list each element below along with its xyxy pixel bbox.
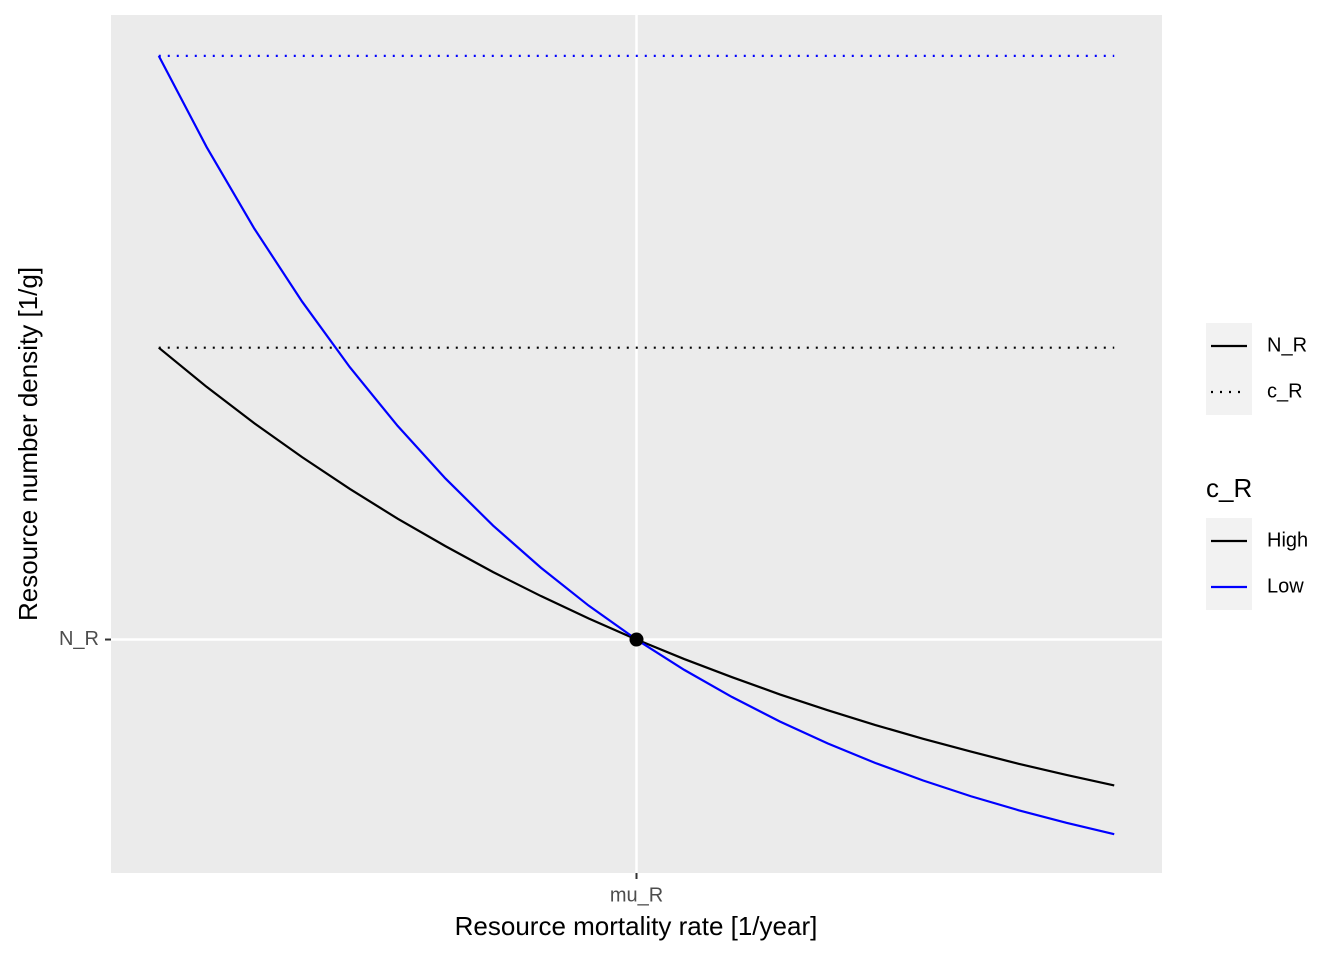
x-axis-title: Resource mortality rate [1/year] (455, 911, 818, 941)
legend-label: c_R (1267, 380, 1303, 402)
legend-label: N_R (1267, 334, 1307, 356)
x-tick-label: mu_R (610, 884, 663, 906)
y-axis-title: Resource number density [1/g] (13, 267, 43, 621)
legend-label: High (1267, 529, 1308, 551)
legend-label: Low (1267, 575, 1304, 597)
equilibrium-point (629, 632, 644, 647)
y-tick-label: N_R (59, 628, 99, 650)
legend-title: c_R (1206, 473, 1252, 503)
